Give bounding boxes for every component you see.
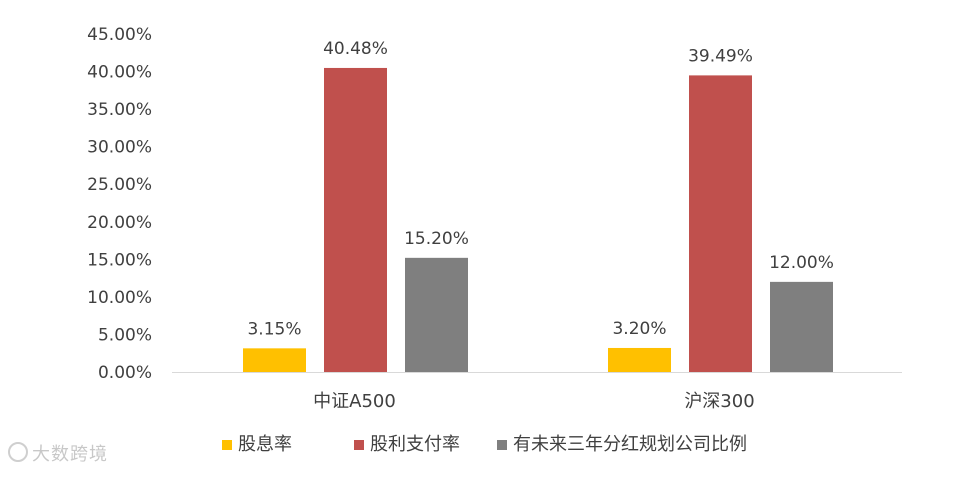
legend: 股息率 股利支付率 有未来三年分红规划公司比例 [222, 434, 747, 455]
bar [405, 257, 468, 372]
y-tick-label: 5.00% [98, 325, 152, 345]
legend-swatch [497, 440, 507, 450]
watermark: 大数跨境 [8, 440, 108, 466]
y-tick-label: 45.00% [87, 25, 152, 45]
legend-label: 有未来三年分红规划公司比例 [513, 434, 747, 455]
y-tick-label: 15.00% [87, 250, 152, 270]
bar [243, 348, 306, 372]
data-label: 39.49% [688, 46, 753, 66]
data-labels: 3.15% 40.48% 15.20% 3.20% 39.49% 12.00% [247, 39, 833, 339]
data-label: 15.20% [404, 229, 469, 249]
y-tick-label: 30.00% [87, 138, 152, 158]
y-tick-label: 10.00% [87, 288, 152, 308]
y-axis: 0.00% 5.00% 10.00% 15.00% 20.00% 25.00% 30.00%… [87, 25, 152, 383]
x-category-label: 沪深300 [684, 391, 754, 412]
data-label: 40.48% [323, 39, 388, 59]
data-label: 12.00% [769, 253, 834, 273]
y-tick-label: 20.00% [87, 213, 152, 233]
x-axis: 中证A500 沪深300 [172, 372, 902, 412]
y-tick-label: 40.00% [87, 63, 152, 83]
legend-swatch [354, 440, 364, 450]
y-tick-label: 35.00% [87, 100, 152, 120]
watermark-text: 大数跨境 [32, 444, 108, 465]
bar [324, 67, 387, 372]
y-tick-label: 25.00% [87, 175, 152, 195]
x-category-label: 中证A500 [313, 391, 396, 412]
data-label: 3.15% [247, 319, 301, 339]
logo-icon [8, 442, 28, 462]
bars [243, 67, 833, 372]
data-label: 3.20% [612, 319, 666, 339]
bar [608, 347, 671, 372]
legend-label: 股利支付率 [370, 434, 460, 455]
legend-swatch [222, 440, 232, 450]
bar [689, 75, 752, 372]
legend-label: 股息率 [238, 434, 292, 455]
y-tick-label: 0.00% [98, 363, 152, 383]
bar [770, 281, 833, 372]
